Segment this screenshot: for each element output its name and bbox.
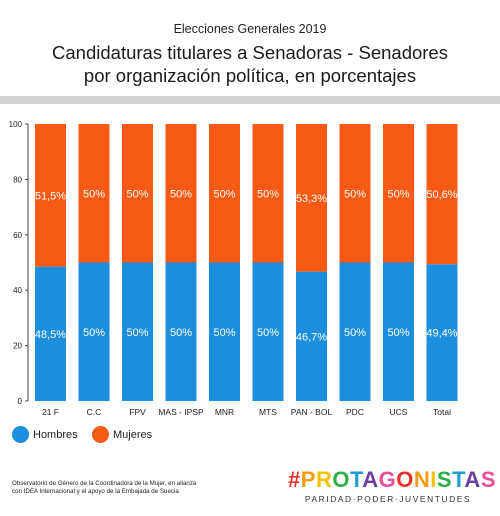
brand-letter: O: [332, 467, 350, 492]
x-category-label: 21 F: [42, 407, 59, 417]
brand-letter: #: [288, 467, 301, 492]
x-category-label: FPV: [129, 407, 146, 417]
x-category-label: UCS: [390, 407, 408, 417]
legend-item-hombres: Hombres: [12, 426, 78, 443]
y-tick-label: 0: [18, 397, 23, 406]
source-note-line-2: con IDEA Internacional y el apoyo de la …: [12, 488, 179, 495]
protagonistas-logo: #PROTAGONISTAS PARIDAD·PODER·JUVENTUDES: [288, 467, 495, 505]
legend-label-mujeres: Mujeres: [113, 428, 153, 441]
brand-letter: I: [430, 467, 437, 492]
x-category-label: MNR: [215, 407, 234, 417]
legend-swatch-mujeres: [92, 426, 109, 443]
brand-letter: T: [349, 467, 363, 492]
data-label-mujeres: 50%: [213, 188, 235, 200]
data-label-mujeres: 50,6%: [426, 189, 457, 201]
bar-hombres: [209, 262, 240, 401]
bar-mujeres: [122, 124, 153, 263]
brand-name: #PROTAGONISTAS: [288, 467, 495, 492]
bar-mujeres: [252, 124, 284, 263]
data-label-mujeres: 50%: [257, 188, 279, 200]
data-label-hombres: 50%: [213, 327, 235, 339]
data-label-hombres: 49,4%: [426, 328, 457, 340]
source-note-line-1: Observatorio de Género de la Coordinador…: [12, 480, 197, 487]
y-tick-label: 100: [9, 120, 23, 129]
data-label-hombres: 50%: [170, 327, 192, 339]
legend-item-mujeres: Mujeres: [92, 426, 152, 443]
stacked-bar-chart: 0 20 40 60 80 100 48,5% 51,5% 21 F 50% 50% C.C 50% 50…: [9, 120, 458, 417]
bar-mujeres: [209, 124, 240, 263]
data-label-mujeres: 50%: [83, 188, 105, 200]
bar-hombres: [296, 271, 327, 401]
brand-letter: S: [480, 467, 496, 492]
data-label-mujeres: 50%: [387, 188, 409, 200]
brand-letter: O: [396, 467, 414, 492]
bar-mujeres: [35, 124, 66, 267]
chart-title: Candidaturas titulares a Senadoras - Sen…: [0, 41, 500, 87]
data-label-hombres: 46,7%: [296, 331, 327, 343]
data-label-mujeres: 50%: [126, 188, 148, 200]
bar-hombres: [339, 262, 371, 401]
data-label-hombres: 50%: [387, 327, 409, 339]
bar-mujeres: [383, 124, 414, 263]
bar-hombres: [35, 266, 66, 401]
bar-mujeres: [78, 124, 110, 263]
bar-hombres: [165, 262, 197, 401]
data-label-hombres: 48,5%: [35, 329, 66, 341]
header-divider: [0, 96, 500, 104]
bar-hombres: [426, 264, 458, 401]
source-note: Observatorio de Género de la Coordinador…: [12, 480, 277, 496]
brand-letter: S: [436, 467, 453, 492]
y-tick-label: 80: [13, 175, 22, 184]
bar-hombres: [122, 262, 153, 401]
data-label-mujeres: 50%: [170, 188, 192, 200]
y-tick-label: 20: [13, 342, 22, 351]
x-category-label: MTS: [259, 407, 277, 417]
brand-letter: N: [413, 467, 431, 492]
data-label-hombres: 50%: [126, 327, 148, 339]
brand-tagline: PARIDAD·PODER·JUVENTUDES: [304, 494, 472, 504]
brand-letter: G: [378, 467, 397, 492]
chart-kicker: Elecciones Generales 2019: [173, 22, 327, 36]
x-category-label: PAN - BOL: [291, 407, 333, 417]
data-label-hombres: 50%: [257, 327, 279, 339]
brand-letter: R: [315, 467, 333, 492]
bar-mujeres: [426, 124, 458, 265]
data-label-mujeres: 50%: [344, 188, 366, 200]
bar-hombres: [383, 262, 414, 401]
bar-mujeres: [165, 124, 197, 263]
brand-letter: A: [464, 467, 481, 492]
bar-mujeres: [339, 124, 371, 263]
x-category-label: Total: [433, 407, 451, 417]
chart-header: Elecciones Generales 2019 Candidaturas t…: [0, 0, 500, 94]
brand-letter: P: [300, 467, 316, 492]
brand-letter: A: [362, 467, 379, 492]
brand-letter: T: [452, 467, 465, 492]
y-tick-label: 60: [13, 231, 22, 240]
legend-label-hombres: Hombres: [33, 428, 78, 441]
data-label-mujeres: 53,3%: [296, 193, 327, 205]
data-label-mujeres: 51,5%: [35, 190, 66, 202]
bar-hombres: [252, 262, 284, 401]
data-label-hombres: 50%: [344, 327, 366, 339]
x-category-label: MAS - IPSP: [158, 407, 204, 417]
x-category-label: PDC: [346, 407, 364, 417]
chart-title-line-1: Candidaturas titulares a Senadoras - Sen…: [52, 42, 448, 63]
bar-hombres: [78, 262, 110, 401]
bar-mujeres: [296, 124, 327, 272]
x-category-label: C.C: [87, 407, 102, 417]
legend-swatch-hombres: [12, 426, 29, 443]
y-tick-label: 40: [13, 286, 22, 295]
chart-title-line-2: por organización política, en porcentaje…: [83, 65, 417, 86]
data-label-hombres: 50%: [83, 327, 105, 339]
